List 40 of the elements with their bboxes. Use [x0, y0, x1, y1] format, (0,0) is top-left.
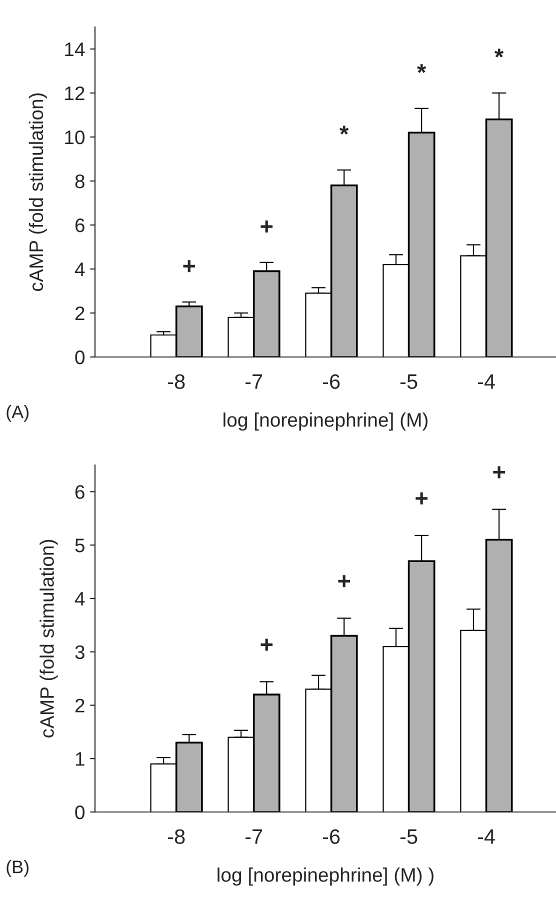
y-tick-label: 2 — [75, 698, 84, 712]
x-tick-label: -8 — [168, 829, 185, 844]
text: (B) — [6, 860, 29, 877]
annotation: * — [494, 48, 504, 58]
y-tick-label: 6 — [75, 218, 84, 232]
y-tick-label: 1 — [76, 752, 84, 766]
y-tick-label: 10 — [65, 130, 85, 144]
annotation: * — [340, 126, 349, 135]
x-tick-label: -7 — [245, 374, 262, 389]
y-axis-title: cAMP (fold stimulation) — [28, 93, 47, 291]
text: (A) — [6, 405, 29, 422]
annotation: + — [416, 492, 428, 504]
y-tick-label: 5 — [75, 538, 84, 552]
y-tick-label: 14 — [65, 42, 85, 56]
y-tick-label: 6 — [75, 485, 84, 499]
y-tick-label: 4 — [74, 262, 85, 276]
annotation: * — [417, 64, 426, 73]
x-tick-label: -5 — [400, 829, 418, 844]
annotation: + — [260, 638, 273, 651]
x-tick-label: -7 — [245, 829, 262, 844]
x-tick-label: -4 — [478, 374, 495, 389]
x-tick-label: -6 — [322, 374, 340, 389]
y-tick-label: 0 — [75, 805, 85, 820]
annotation: + — [260, 220, 273, 233]
annotation: + — [338, 575, 350, 588]
x-tick-label: -4 — [478, 829, 495, 844]
x-axis-title: log [norepinephrine] (M) — [224, 412, 428, 431]
y-tick-label: 0 — [75, 350, 85, 364]
y-tick-label: 8 — [75, 174, 84, 188]
annotation: + — [183, 260, 196, 272]
y-axis-title: cAMP (fold stimulation) — [40, 540, 58, 738]
x-axis-title: log [norepinephrine] (M) ) — [218, 868, 434, 886]
y-tick-label: 2 — [75, 306, 84, 320]
x-tick-label: -6 — [322, 829, 340, 844]
x-tick-label: -5 — [400, 374, 418, 389]
y-tick-label: 12 — [65, 86, 84, 100]
annotation: + — [493, 466, 505, 478]
y-tick-label: 4 — [74, 592, 85, 606]
x-tick-label: -8 — [168, 374, 185, 389]
y-tick-label: 3 — [75, 645, 84, 660]
